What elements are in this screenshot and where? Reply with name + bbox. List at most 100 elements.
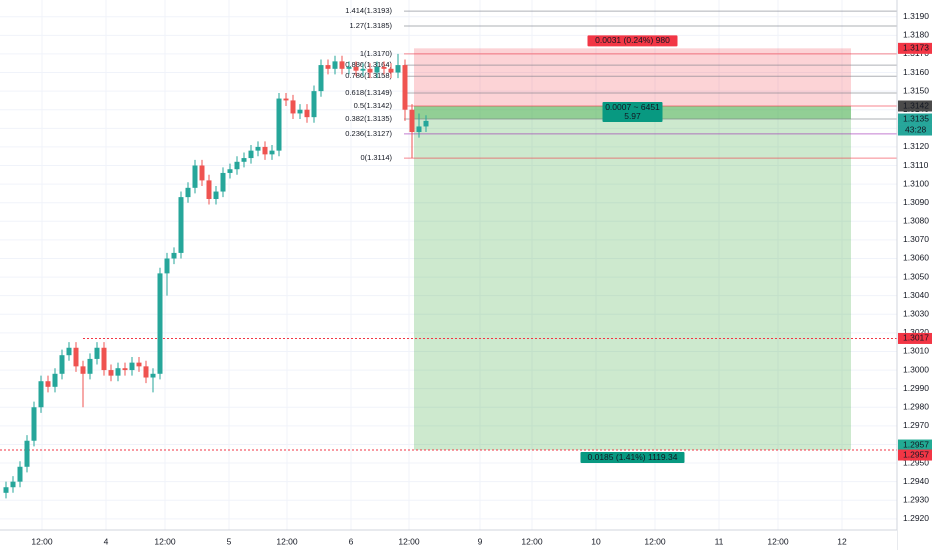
x-tick-label: 9 — [478, 536, 483, 546]
price-tag-label: 1.3135 — [903, 113, 929, 123]
candle-body — [227, 169, 233, 173]
candle-body — [311, 91, 317, 118]
candle-body — [192, 165, 198, 188]
candle-body — [115, 368, 121, 376]
candle-body — [108, 370, 114, 376]
candle-body — [143, 366, 149, 378]
candle-body — [220, 172, 226, 192]
candle-body — [101, 347, 107, 371]
target-label: 0.0185 (1.41%) 1119.34 — [588, 452, 678, 462]
candle-body — [66, 347, 72, 356]
candle-body — [346, 66, 352, 69]
x-tick-label: 12 — [837, 536, 847, 546]
y-tick-label: 1.3020 — [903, 327, 929, 337]
candle-body — [360, 68, 366, 71]
candle-body — [269, 150, 275, 155]
candle-body — [213, 191, 219, 199]
y-tick-label: 1.3090 — [903, 197, 929, 207]
fib-label: 0.382(1.3135) — [345, 114, 392, 123]
candle-body — [52, 373, 58, 387]
price-tag — [898, 42, 932, 54]
countdown: 43:28 — [905, 124, 927, 134]
candle-body — [423, 120, 429, 127]
candle-body — [381, 66, 387, 69]
y-tick-label: 1.3100 — [903, 178, 929, 188]
y-tick-label: 1.3050 — [903, 271, 929, 281]
y-tick-label: 1.3030 — [903, 309, 929, 319]
candle-body — [171, 252, 177, 259]
target-label-box — [580, 452, 685, 464]
candle-body — [3, 487, 9, 493]
candle-body — [339, 61, 345, 69]
fib-label: 1(1.3170) — [360, 49, 393, 58]
candle-body — [304, 109, 310, 118]
candle-body — [178, 197, 184, 253]
entry-label: 5.97 — [624, 111, 641, 121]
candle-body — [59, 355, 65, 374]
y-tick-label: 1.3150 — [903, 85, 929, 95]
candle-body — [45, 381, 51, 387]
entry-label: 0.0007 ~ 6451 — [605, 102, 660, 112]
candle-body — [31, 407, 37, 441]
candle-body — [164, 258, 170, 274]
candle-body — [332, 61, 338, 69]
candle-body — [255, 146, 261, 151]
candle-body — [416, 126, 422, 133]
candle-body — [10, 481, 16, 488]
x-tick-label: 10 — [591, 536, 601, 546]
countdown-tag — [898, 124, 932, 136]
candle-body — [402, 65, 408, 110]
candle-body — [80, 366, 86, 374]
candle-body — [157, 273, 163, 374]
fib-label: 0.786(1.3158) — [345, 71, 392, 80]
y-tick-label: 1.3070 — [903, 234, 929, 244]
x-tick-label: 4 — [104, 536, 109, 546]
x-tick-label: 11 — [715, 536, 724, 546]
candle-body — [374, 66, 380, 73]
candle-body — [353, 66, 359, 71]
x-tick-label: 6 — [349, 536, 354, 546]
candle-body — [248, 150, 254, 159]
x-tick-label: 12:00 — [521, 536, 543, 546]
price-tag-label: 1.3017 — [903, 333, 929, 343]
price-tag-label: 1.2957 — [903, 439, 929, 449]
stop-label-box — [587, 35, 678, 47]
y-tick-label: 1.3160 — [903, 67, 929, 77]
y-tick-label: 1.3080 — [903, 216, 929, 226]
x-tick-label: 12:00 — [767, 536, 789, 546]
x-tick-label: 5 — [227, 536, 232, 546]
price-tag-label: 1.3173 — [903, 43, 929, 53]
y-tick-label: 1.3120 — [903, 141, 929, 151]
candle-body — [290, 100, 296, 114]
y-tick-label: 1.3110 — [903, 160, 929, 170]
price-tag-label: 1.3142 — [903, 100, 929, 110]
candle-body — [185, 187, 191, 198]
y-tick-label: 1.2970 — [903, 420, 929, 430]
candle-body — [325, 65, 331, 69]
fib-label: 0.5(1.3142) — [354, 101, 393, 110]
candle-body — [395, 65, 401, 73]
y-tick-label: 1.3180 — [903, 30, 929, 40]
candle-body — [87, 358, 93, 374]
candle-body — [122, 368, 128, 371]
x-tick-label: 12:00 — [276, 536, 298, 546]
y-tick-label: 1.2950 — [903, 457, 929, 467]
candle-body — [276, 98, 282, 151]
candle-body — [241, 158, 247, 162]
y-tick-label: 1.3040 — [903, 290, 929, 300]
x-tick-label: 12:00 — [31, 536, 53, 546]
price-tag — [898, 449, 932, 461]
entry-label-box — [602, 102, 663, 122]
price-tag — [898, 113, 932, 125]
time-axis — [0, 530, 897, 550]
candle-body — [24, 440, 30, 467]
y-tick-label: 1.3000 — [903, 364, 929, 374]
stop-label: 0.0031 (0.24%) 980 — [595, 35, 670, 45]
candle-body — [129, 362, 135, 371]
x-tick-label: 12:00 — [154, 536, 176, 546]
y-tick-label: 1.2920 — [903, 513, 929, 523]
fib-label: 0(1.3114) — [360, 153, 392, 162]
fib-label: 1.27(1.3185) — [349, 21, 392, 30]
